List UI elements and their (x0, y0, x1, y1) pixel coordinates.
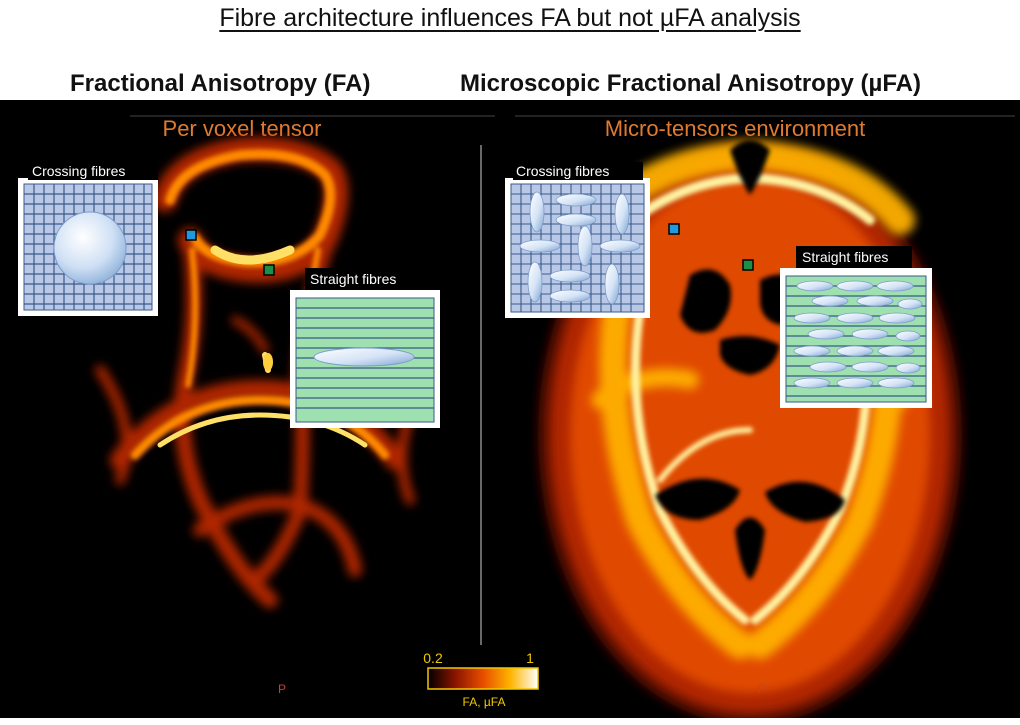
fa-straight-fibres-inset: Straight fibres (290, 268, 440, 428)
fa-straight-ellipse (313, 347, 415, 367)
mufa-crossing-fibres-inset: Crossing fibres (505, 162, 650, 318)
mufa-panel-subtitle: Micro-tensors environment (605, 116, 865, 141)
fa-crossing-sphere (53, 211, 127, 285)
mufa-crossing-label: Crossing fibres (516, 163, 609, 179)
mufa-orientation-marker: P (758, 682, 766, 696)
fa-orientation-marker: P (278, 682, 286, 696)
mufa-crossing-roi-marker (668, 223, 680, 235)
fa-fornix-spot (263, 353, 273, 371)
fa-panel-heading: Fractional Anisotropy (FA) (70, 70, 371, 97)
colorbar-max-label: 1 (526, 650, 534, 666)
fa-straight-label: Straight fibres (310, 271, 396, 287)
fa-straight-roi-marker (263, 264, 275, 276)
fa-crossing-roi-marker (185, 229, 197, 241)
colorbar-caption: FA, µFA (463, 695, 506, 709)
figure-title: Fibre architecture influences FA but not… (219, 4, 801, 32)
colorbar-gradient (427, 667, 539, 690)
mufa-straight-label: Straight fibres (802, 249, 888, 265)
mufa-panel-heading: Microscopic Fractional Anisotropy (µFA) (460, 70, 921, 97)
fa-crossing-fibres-inset: Crossing fibres (18, 162, 158, 316)
fa-panel-subtitle: Per voxel tensor (163, 116, 322, 141)
colorbar: 0.2 1 FA, µFA (423, 650, 539, 709)
mufa-straight-fibres-inset: Straight fibres (780, 246, 932, 408)
fa-crossing-label: Crossing fibres (32, 163, 125, 179)
brain-figure: Per voxel tensor Micro-tensors environme… (0, 100, 1020, 718)
colorbar-min-label: 0.2 (423, 650, 443, 666)
mufa-straight-roi-marker (742, 259, 754, 271)
